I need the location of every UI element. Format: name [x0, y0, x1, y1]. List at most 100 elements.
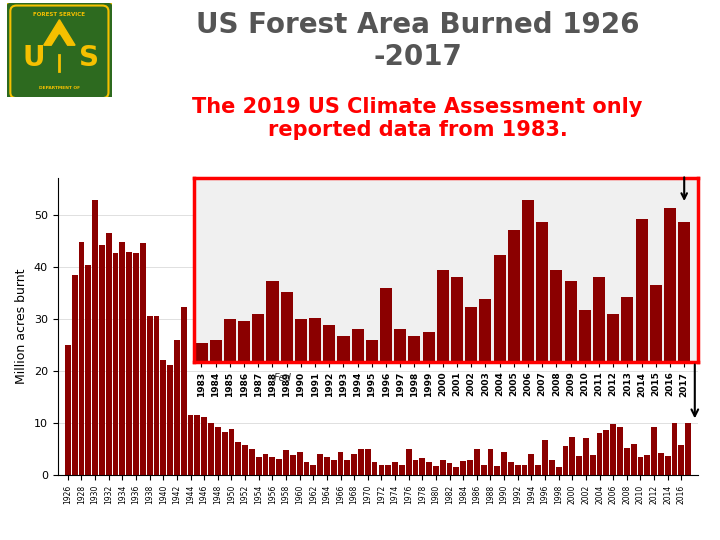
Bar [167, 364, 173, 475]
Bar [501, 452, 507, 475]
Text: DEPARTMENT OF: DEPARTMENT OF [39, 86, 80, 90]
Bar [535, 465, 541, 475]
Bar [426, 462, 432, 475]
Bar [451, 278, 463, 523]
Bar [295, 319, 307, 523]
Bar [631, 444, 636, 475]
Bar [508, 230, 520, 523]
Bar [536, 222, 548, 523]
Bar [437, 270, 449, 523]
Text: S: S [78, 44, 99, 71]
Bar [256, 457, 261, 475]
Polygon shape [47, 35, 72, 55]
Bar [338, 336, 349, 523]
Bar [665, 456, 670, 475]
Bar [508, 462, 514, 475]
Bar [208, 423, 214, 475]
Bar [549, 460, 554, 475]
Bar [344, 460, 350, 475]
Bar [413, 460, 418, 475]
Bar [188, 415, 194, 475]
Bar [112, 253, 119, 475]
Bar [597, 433, 603, 475]
Bar [593, 278, 605, 523]
Bar [495, 466, 500, 475]
Bar [283, 450, 289, 475]
Bar [570, 437, 575, 475]
Bar [420, 458, 426, 475]
Bar [406, 449, 412, 475]
Bar [621, 297, 634, 523]
Bar [252, 314, 264, 523]
Bar [202, 417, 207, 475]
Bar [215, 427, 221, 475]
Bar [395, 329, 406, 523]
Bar [317, 454, 323, 475]
Bar [392, 462, 398, 475]
Bar [465, 307, 477, 523]
Bar [564, 281, 577, 523]
Bar [611, 423, 616, 475]
Bar [590, 455, 595, 475]
Bar [72, 275, 78, 475]
Bar [474, 449, 480, 475]
Bar [153, 316, 159, 475]
Bar [542, 440, 548, 475]
Bar [242, 445, 248, 475]
Bar [636, 219, 648, 523]
Bar [126, 252, 132, 475]
Bar [399, 465, 405, 475]
Bar [297, 452, 302, 475]
Bar [607, 314, 619, 523]
Bar [644, 455, 650, 475]
Bar [440, 460, 446, 475]
Bar [617, 427, 623, 475]
Text: US Forest Area Burned 1926
-2017: US Forest Area Burned 1926 -2017 [196, 11, 639, 71]
Bar [133, 253, 139, 475]
Bar [147, 316, 153, 475]
Bar [651, 427, 657, 475]
Bar [579, 310, 591, 523]
Bar [194, 415, 200, 475]
Bar [528, 454, 534, 475]
Bar [385, 465, 391, 475]
Bar [140, 244, 145, 475]
Polygon shape [44, 19, 75, 45]
Bar [78, 242, 84, 475]
Bar [290, 455, 296, 475]
Bar [235, 442, 241, 475]
Bar [454, 468, 459, 475]
Bar [658, 453, 664, 475]
Bar [92, 200, 98, 475]
Bar [685, 423, 691, 475]
Bar [583, 438, 589, 475]
Bar [338, 452, 343, 475]
Bar [86, 265, 91, 475]
Bar [263, 454, 269, 475]
Bar [487, 449, 493, 475]
Bar [637, 457, 644, 475]
Bar [481, 465, 487, 475]
Bar [358, 449, 364, 475]
Bar [372, 462, 377, 475]
Bar [664, 207, 676, 523]
Bar [494, 255, 505, 523]
Bar [195, 343, 207, 523]
Bar [480, 299, 492, 523]
Bar [366, 340, 378, 523]
Text: U: U [22, 44, 45, 71]
Bar [161, 360, 166, 475]
Bar [222, 432, 228, 475]
Bar [174, 340, 180, 475]
Bar [330, 460, 336, 475]
Bar [238, 321, 250, 523]
Bar [515, 465, 521, 475]
Bar [678, 445, 684, 475]
Bar [310, 465, 316, 475]
Text: FOREST SERVICE: FOREST SERVICE [33, 12, 86, 17]
Bar [323, 325, 336, 523]
Bar [276, 459, 282, 475]
Bar [351, 454, 357, 475]
Bar [210, 340, 222, 523]
Bar [624, 448, 630, 475]
